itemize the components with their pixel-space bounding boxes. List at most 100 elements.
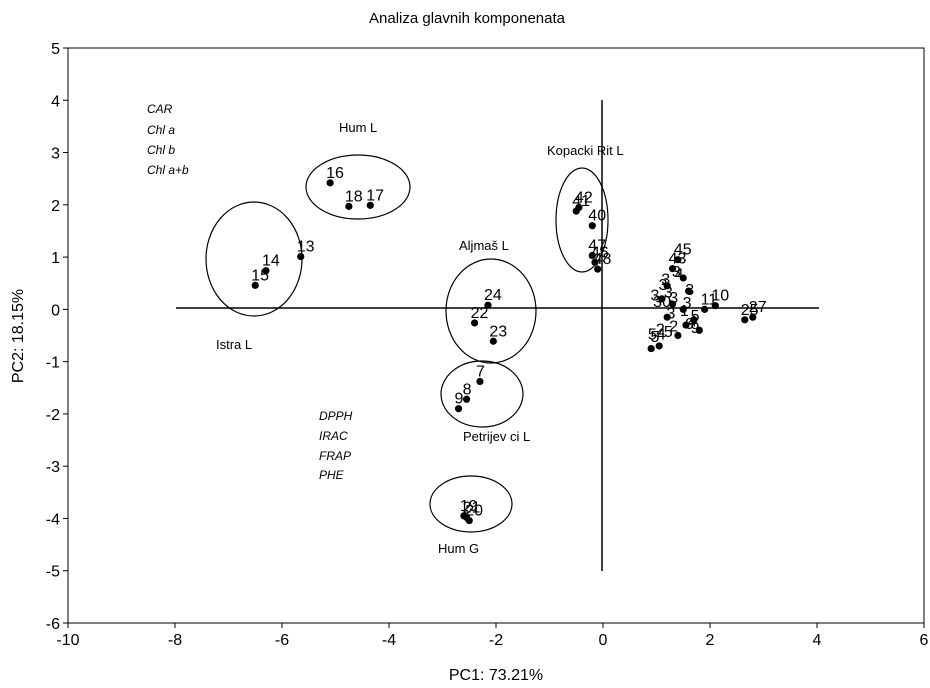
data-point [679,274,687,282]
y-tick-label: -2 [46,407,60,424]
kopacki-rit-l-ellipse [555,167,609,273]
x-tick-label: -2 [489,632,503,649]
point-label: 47 [588,238,606,255]
x-tick-label: -8 [168,632,182,649]
data-point [251,281,259,289]
point-label: 40 [588,208,606,225]
data-point [462,395,471,403]
data-point [588,251,596,260]
cluster-point-label: 30 [653,294,671,311]
group-label-aljmas-l: Aljmaš L [459,238,509,253]
data-point [668,264,677,273]
y-tick-label: -6 [46,616,60,633]
group-label-hum-l: Hum L [339,120,377,135]
y-tick-label: 1 [51,250,60,267]
x-axis-label: PC1: 73.21% [449,667,543,684]
data-point [262,267,270,275]
cluster-point-label: 9 [685,316,694,333]
y-tick-label: -4 [46,511,60,528]
x-tick-label: 0 [599,632,608,649]
point-label: 45 [674,242,692,259]
cluster-point-label: 3 [672,264,681,281]
variable-chl-b: Chl b [147,143,175,157]
cluster-point-label: 3 [651,287,660,304]
variable-car: CAR [147,102,173,116]
data-point [655,342,663,350]
data-point [741,316,749,324]
x-tick-label: 2 [706,632,715,649]
point-label: 9 [455,391,464,408]
data-point [594,265,602,273]
istra-l-ellipse [205,201,303,317]
point-label: 17 [366,187,384,204]
cluster-point-label: 3 [683,295,692,312]
point-label: 46 [591,244,609,261]
point-label: 14 [262,253,280,270]
y-tick-label: 0 [51,302,60,319]
chart-title: Analiza glavnih komponenata [369,10,566,27]
group-label-petrijevci-l: Petrijev ci L [463,429,530,444]
x-tick-label: -6 [275,632,289,649]
data-point [658,295,666,303]
data-point [695,326,703,334]
data-point [749,313,757,321]
point-label: 23 [489,323,507,340]
hum-g-ellipse [429,475,513,533]
cluster-point-label: 3 [664,285,673,302]
data-point [685,287,693,295]
x-tick-label: 4 [813,632,822,649]
data-point [326,179,334,187]
point-label: 21 [463,499,481,516]
group-label-istra-l: Istra L [216,337,252,352]
hum-l-ellipse [305,154,411,220]
data-point [465,516,473,525]
data-point [701,305,709,313]
variable-phe: PHE [319,468,345,482]
data-point [366,201,374,209]
data-point [476,377,484,386]
point-label: 27 [749,299,767,316]
cluster-point-label: 54 [648,327,666,344]
point-label: 15 [251,267,269,284]
cluster-point-label: 2 [669,319,678,336]
cluster-point-label: 4 [675,266,684,283]
x-tick-label: 6 [920,632,929,649]
point-label: 13 [297,239,315,256]
data-point [484,301,492,309]
data-point [588,222,596,230]
data-point [668,300,677,308]
point-label: 16 [326,165,344,182]
data-point [674,331,682,340]
point-label: 22 [471,305,489,322]
cluster-point-label: 3 [669,290,678,307]
point-label: 10 [711,288,729,305]
data-point [663,313,671,321]
data-point [682,321,690,329]
data-point [711,302,719,310]
data-point [663,282,671,290]
data-point [471,319,479,327]
point-label: 7 [476,364,485,381]
point-label: 8 [463,381,472,398]
y-tick-label: -3 [46,459,60,476]
point-label: 20 [465,503,483,520]
data-point [591,258,599,266]
cluster-point-label: 5 [664,324,673,341]
point-label: 18 [345,188,363,205]
x-tick-label: -4 [382,632,396,649]
variable-frap: FRAP [319,449,351,463]
point-label: 24 [484,287,502,304]
data-point [647,344,655,353]
data-point [674,256,682,264]
petrijevci-l-ellipse [440,360,524,428]
data-point [460,512,468,520]
y-tick-label: 3 [51,146,60,163]
y-tick-label: -1 [46,355,60,372]
point-label: 19 [460,498,478,515]
variable-dpph: DPPH [319,409,353,423]
data-point [454,405,463,413]
y-tick-label: 2 [51,198,60,215]
cluster-point-label: 2 [656,321,665,338]
point-label: 42 [575,189,593,206]
